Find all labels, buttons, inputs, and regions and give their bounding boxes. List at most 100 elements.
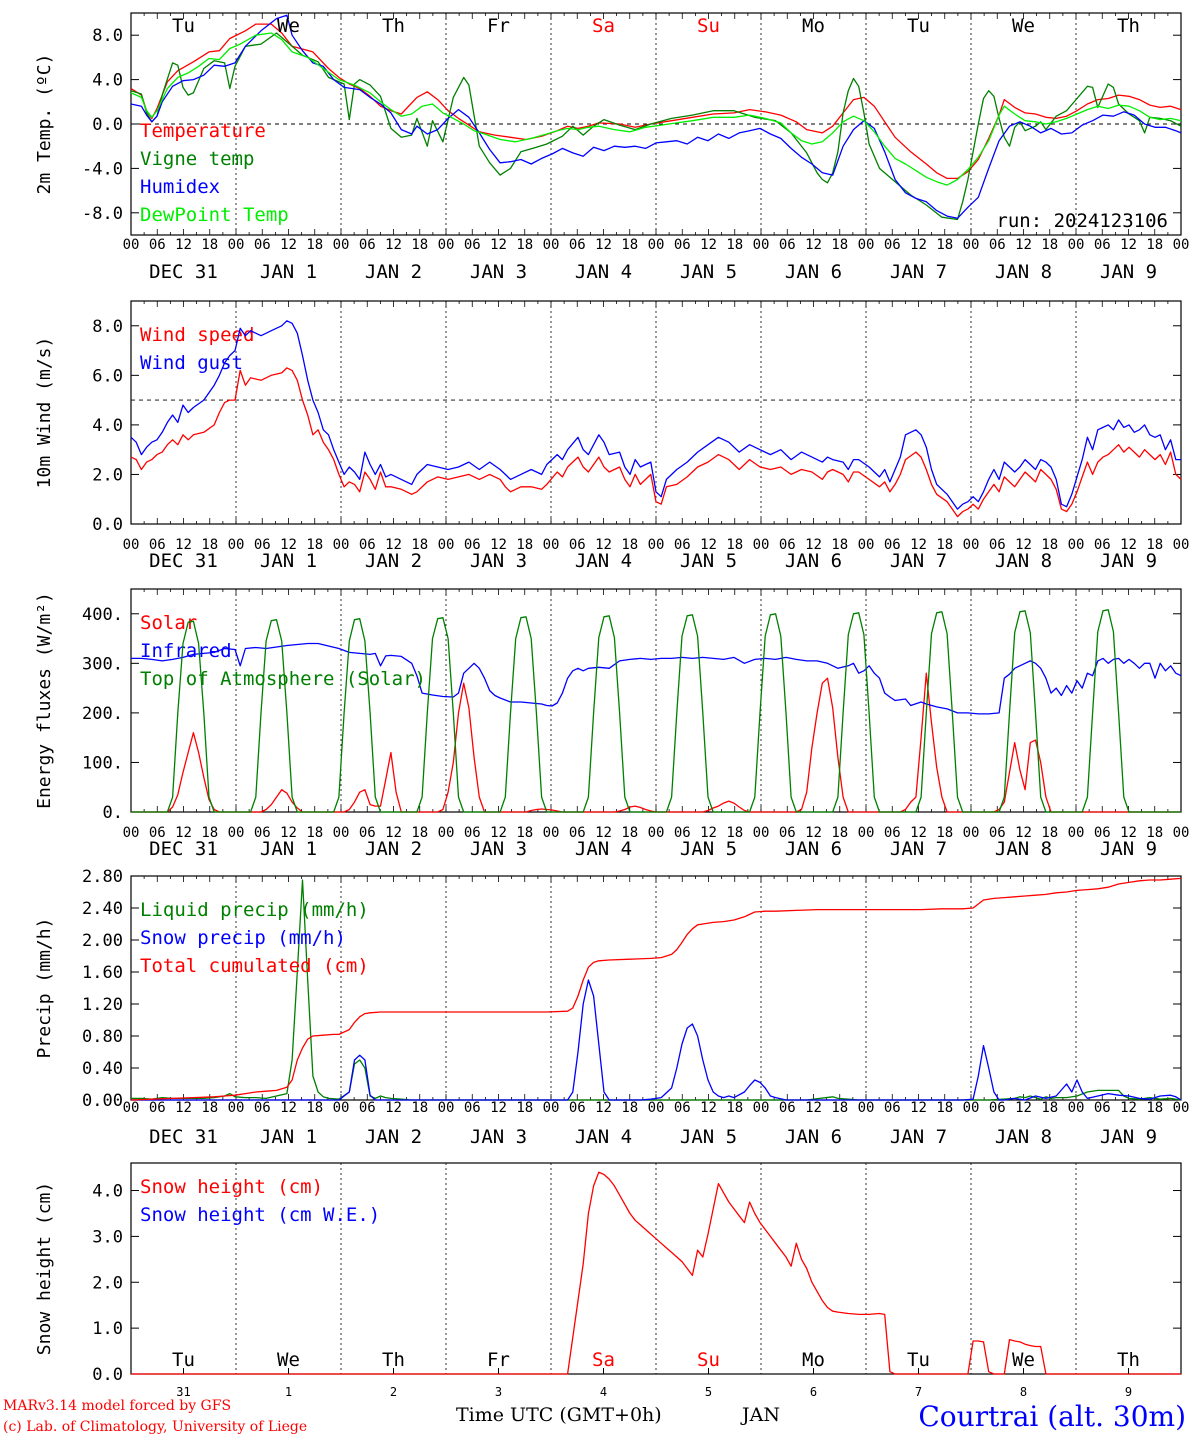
hour-tick-label: 00 bbox=[228, 1100, 245, 1116]
date-label: JAN 1 bbox=[260, 838, 317, 860]
weekday-label: Su bbox=[697, 1349, 720, 1371]
date-label: JAN 1 bbox=[260, 550, 317, 572]
y-tick-label: 0.40 bbox=[82, 1059, 123, 1079]
weekday-label: Tu bbox=[172, 1349, 195, 1371]
hour-tick-label: 06 bbox=[359, 537, 376, 553]
series-line bbox=[130, 877, 1182, 1101]
hour-tick-label: 12 bbox=[595, 537, 612, 553]
hour-tick-label: 12 bbox=[490, 825, 507, 841]
weekday-label: Sa bbox=[592, 1349, 615, 1371]
legend-entry: Snow precip (mm/h) bbox=[140, 927, 346, 949]
hour-tick-label: 12 bbox=[1120, 237, 1137, 253]
y-tick-label: 8.0 bbox=[92, 317, 123, 337]
y-tick-label: 0.0 bbox=[92, 515, 123, 535]
hour-tick-label: 18 bbox=[516, 1100, 533, 1116]
legend-entry: Snow height (cm) bbox=[140, 1176, 323, 1198]
legend-entry: Wind speed bbox=[140, 324, 254, 346]
weekday-label: Tu bbox=[907, 1349, 930, 1371]
y-tick-label: -4.0 bbox=[82, 159, 123, 179]
day-number-label: 5 bbox=[705, 1385, 712, 1399]
hour-tick-label: 12 bbox=[910, 537, 927, 553]
month-label: JAN bbox=[742, 1404, 780, 1426]
series-line bbox=[131, 1171, 1181, 1375]
y-axis-label: Precip (mm/h) bbox=[34, 918, 55, 1059]
hour-tick-label: 12 bbox=[490, 237, 507, 253]
hour-tick-label: 18 bbox=[1146, 825, 1163, 841]
hour-tick-label: 00 bbox=[753, 537, 770, 553]
date-label: JAN 6 bbox=[785, 1126, 842, 1148]
date-label: JAN 2 bbox=[365, 550, 422, 572]
hour-tick-label: 18 bbox=[201, 237, 218, 253]
hour-tick-label: 18 bbox=[831, 1100, 848, 1116]
legend-entry: Total cumulated (cm) bbox=[140, 955, 369, 977]
hour-tick-label: 06 bbox=[464, 237, 481, 253]
model-credit-line1: MARv3.14 model forced by GFS bbox=[3, 1398, 232, 1414]
hour-tick-label: 12 bbox=[385, 237, 402, 253]
hour-tick-label: 18 bbox=[1041, 237, 1058, 253]
day-number-label: 31 bbox=[176, 1385, 190, 1399]
hour-tick-label: 00 bbox=[438, 825, 455, 841]
y-tick-label: 3.0 bbox=[92, 1227, 123, 1247]
date-label: JAN 9 bbox=[1100, 1126, 1157, 1148]
hour-tick-label: 06 bbox=[779, 537, 796, 553]
weekday-label: Th bbox=[1117, 15, 1140, 37]
hour-tick-label: 12 bbox=[910, 237, 927, 253]
hour-tick-label: 00 bbox=[1173, 1100, 1190, 1116]
hour-tick-label: 12 bbox=[595, 825, 612, 841]
hour-tick-label: 00 bbox=[648, 537, 665, 553]
hour-tick-label: 12 bbox=[280, 825, 297, 841]
hour-tick-label: 12 bbox=[280, 537, 297, 553]
day-number-label: 9 bbox=[1125, 1385, 1132, 1399]
hour-tick-label: 00 bbox=[438, 1100, 455, 1116]
panel-3: 0. 100. 200. 300. 400. Energy fluxes (W/m²) So… bbox=[34, 588, 1190, 860]
hour-tick-label: 00 bbox=[1068, 825, 1085, 841]
hour-tick-label: 12 bbox=[490, 537, 507, 553]
hour-tick-label: 00 bbox=[438, 237, 455, 253]
hour-tick-label: 18 bbox=[306, 237, 323, 253]
legend-entry: Solar bbox=[140, 612, 197, 634]
hour-tick-label: 00 bbox=[753, 825, 770, 841]
hour-tick-label: 06 bbox=[149, 537, 166, 553]
legend-entry: Humidex bbox=[140, 176, 220, 198]
legend-entry: Vigne temp bbox=[140, 148, 254, 170]
hour-tick-label: 18 bbox=[831, 537, 848, 553]
day-number-label: 7 bbox=[915, 1385, 922, 1399]
hour-tick-label: 12 bbox=[805, 825, 822, 841]
date-label: JAN 8 bbox=[995, 550, 1052, 572]
hour-tick-label: 06 bbox=[569, 1100, 586, 1116]
date-label: JAN 7 bbox=[890, 838, 947, 860]
hour-tick-label: 18 bbox=[411, 825, 428, 841]
hour-tick-label: 18 bbox=[516, 825, 533, 841]
hour-tick-label: 12 bbox=[1015, 237, 1032, 253]
hour-tick-label: 18 bbox=[516, 537, 533, 553]
series-line bbox=[131, 642, 1182, 715]
y-tick-label: 6.0 bbox=[92, 366, 123, 386]
y-tick-label: 300. bbox=[82, 654, 123, 674]
hour-tick-label: 06 bbox=[569, 825, 586, 841]
date-label: JAN 1 bbox=[260, 1126, 317, 1148]
hour-tick-label: 00 bbox=[858, 825, 875, 841]
date-label: JAN 2 bbox=[365, 838, 422, 860]
date-label: JAN 5 bbox=[680, 550, 737, 572]
hour-tick-label: 00 bbox=[1068, 237, 1085, 253]
hour-tick-label: 00 bbox=[858, 537, 875, 553]
date-label: JAN 2 bbox=[365, 261, 422, 283]
hour-tick-label: 12 bbox=[490, 1100, 507, 1116]
hour-tick-label: 06 bbox=[779, 1100, 796, 1116]
hour-tick-label: 00 bbox=[963, 1100, 980, 1116]
hour-tick-label: 18 bbox=[1146, 237, 1163, 253]
date-label: JAN 6 bbox=[785, 261, 842, 283]
hour-tick-label: 00 bbox=[1173, 825, 1190, 841]
hour-tick-label: 00 bbox=[438, 537, 455, 553]
day-number-label: 3 bbox=[495, 1385, 502, 1399]
hour-tick-label: 12 bbox=[700, 237, 717, 253]
y-tick-label: 0.0 bbox=[92, 1365, 123, 1385]
date-label: JAN 1 bbox=[260, 261, 317, 283]
y-tick-label: 0.80 bbox=[82, 1027, 123, 1047]
hour-tick-label: 06 bbox=[1094, 537, 1111, 553]
hour-tick-label: 06 bbox=[1094, 237, 1111, 253]
y-tick-label: 2.40 bbox=[82, 899, 123, 919]
hour-tick-label: 00 bbox=[543, 825, 560, 841]
hour-tick-label: 00 bbox=[858, 1100, 875, 1116]
hour-tick-label: 18 bbox=[411, 237, 428, 253]
